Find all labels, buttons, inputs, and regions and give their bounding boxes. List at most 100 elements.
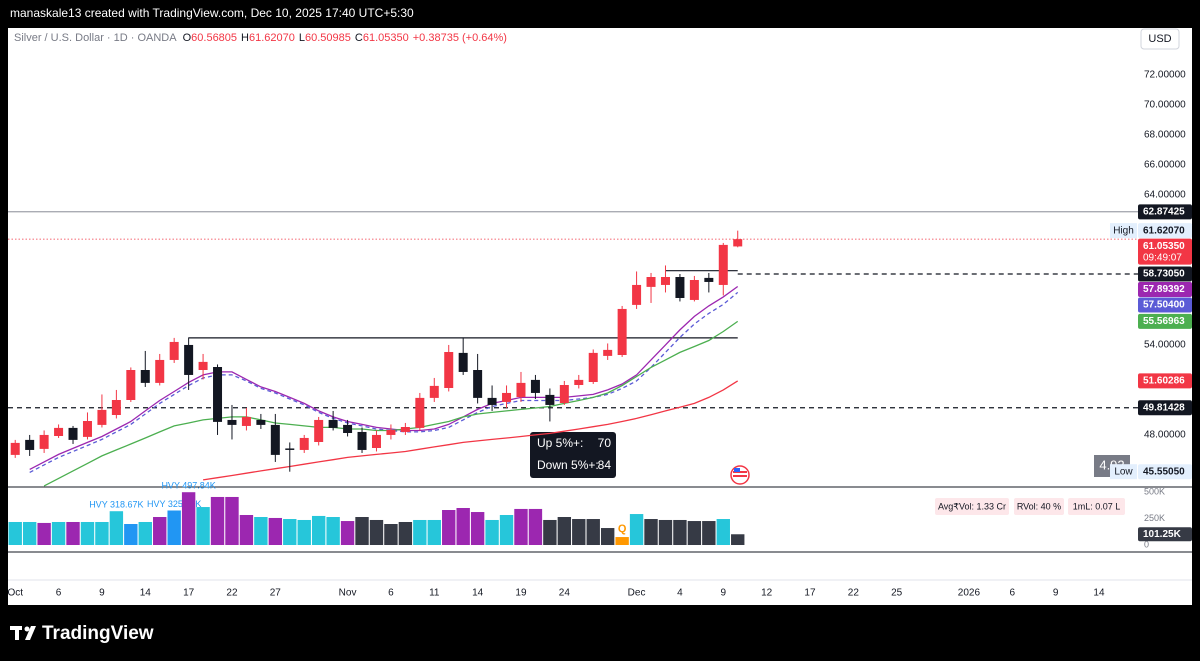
price-label: 51.60286 [1143,376,1185,387]
candle-body [140,370,150,383]
moving-average [203,380,739,481]
volume-bar [254,517,268,546]
x-tick-label: 9 [99,588,105,599]
volume-stat: RVol: 40 % [1017,501,1061,511]
x-tick-label: Nov [339,588,357,599]
candle-body [111,400,121,415]
volume-bar [268,517,283,546]
stat-label: Down 5%+: [537,458,599,472]
candle-body [314,419,324,442]
candle-body [198,361,208,370]
candle-body [126,370,136,400]
volume-bar [51,521,66,546]
candle-body [155,359,165,383]
volume-bar [95,521,109,546]
stat-value: 84 [598,458,612,472]
candle-body [516,382,526,397]
volume-bar [673,519,687,546]
price-label-box [1138,266,1192,282]
volume-bar [225,496,239,546]
volume-marker: Q [618,523,627,535]
y-tick-label: 64.00000 [1144,190,1186,201]
legend-key: O [183,32,192,44]
candle-body [82,421,92,437]
candle-body [213,367,223,422]
candle-body [444,352,454,388]
candle-body [357,431,367,450]
volume-bar [572,519,586,546]
volume-bar [442,510,456,546]
legend-value: 61.05350 [363,32,409,44]
candle-body [97,409,107,425]
candle-body [733,239,743,247]
price-label: 49.81428 [1143,402,1185,413]
candle-body [502,392,512,402]
x-tick-label: Dec [628,588,646,599]
price-label-box [1138,238,1192,265]
candle-body [285,448,295,450]
x-tick-label: 19 [515,588,527,599]
candle-body [39,434,49,449]
candle-body [25,439,35,450]
candle-body [169,341,179,360]
price-label-box [1138,464,1192,480]
candle-body [458,352,468,372]
stat-value: 70 [598,436,612,450]
candle-body [559,385,569,403]
price-tag: Low [1114,466,1133,477]
currency-box[interactable] [1140,28,1180,50]
volume-bar [22,521,37,546]
candle-body [473,370,483,398]
x-tick-label: 2026 [958,588,981,599]
volume-bar [138,521,152,546]
volume-bar [153,517,167,546]
volume-bar [181,492,196,546]
x-tick-label: 22 [848,588,860,599]
volume-stat: 1mL: 0.07 L [1073,501,1121,511]
x-tick-label: 11 [429,588,440,599]
candle-body [429,385,439,398]
volume-label: HVY 497.84K [161,481,215,491]
candle-body [415,397,425,428]
volume-bar [427,519,441,546]
price-label-box [1138,373,1192,389]
header: manaskale13 created with TradingView.com… [10,6,414,20]
x-tick-label: 6 [1010,588,1016,599]
volume-bar [384,524,398,546]
candle-body [574,379,584,385]
volume-bar [702,521,716,546]
volume-bar [470,512,485,546]
legend: Silver / U.S. Dollar · 1D · OANDA O60.568… [14,32,507,44]
price-label-box [1138,204,1192,220]
volume-stat-box [935,498,1009,515]
volume-bar [398,521,413,546]
volume-bar [514,508,528,546]
candle-body [343,424,353,433]
x-tick-label: 9 [721,588,727,599]
y-tick-label: 54.00000 [1144,340,1186,351]
x-tick-label: 9 [1053,588,1059,599]
candle-body [270,424,280,455]
legend-value: 60.50985 [305,32,351,44]
price-label-time: 09:49:07 [1143,252,1182,263]
flag-icon [730,465,750,485]
price-label: 62.87425 [1143,206,1185,217]
volume-bar [8,521,22,546]
volume-tick-label: 0 [1144,539,1149,549]
volume-bar [340,521,355,546]
legend-key: L [299,32,305,44]
volume-bar [543,519,557,546]
volume-bar [644,519,658,546]
volume-bar [355,517,369,546]
volume-label: HVY 325.43K [147,499,201,509]
x-tick-label: 4 [677,588,683,599]
volume-last-label: 101.25K [1143,529,1182,540]
volume-bar [731,534,745,546]
candle-body [241,416,251,426]
candle-body [603,349,613,356]
volume-bar [413,519,427,546]
x-tick-label: 6 [56,588,62,599]
candle-body [646,277,656,287]
